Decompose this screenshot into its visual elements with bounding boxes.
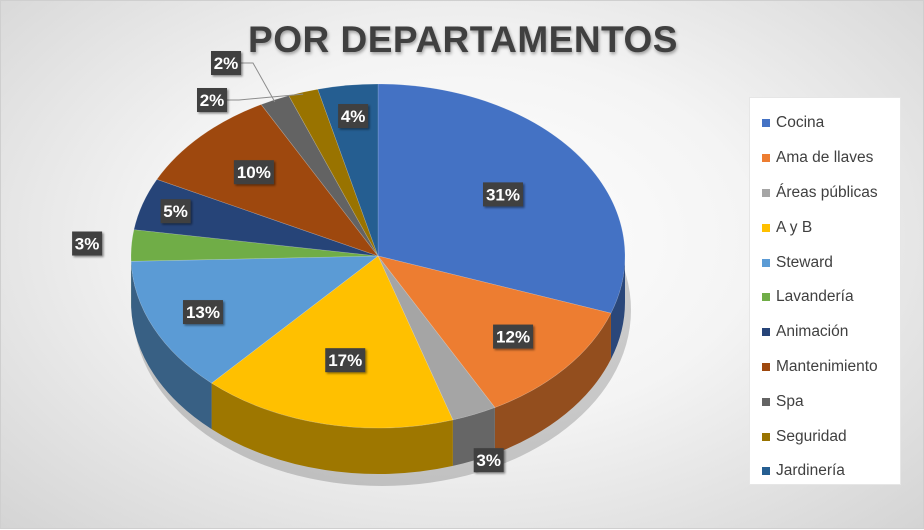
legend-swatch: [762, 189, 770, 197]
legend-label: Jardinería: [776, 462, 845, 480]
legend-swatch: [762, 398, 770, 406]
data-label-text: 13%: [186, 303, 220, 322]
legend-item: A y B: [762, 210, 900, 245]
legend-label: Mantenimiento: [776, 358, 878, 376]
legend-item: Cocina: [762, 106, 900, 141]
data-label: 5%: [161, 199, 191, 223]
data-label-text: 3%: [75, 235, 100, 254]
legend-swatch: [762, 328, 770, 336]
data-label: 31%: [483, 182, 523, 206]
legend-label: Seguridad: [776, 428, 847, 446]
legend-swatch: [762, 154, 770, 162]
legend-item: Áreas públicas: [762, 176, 900, 211]
data-label: 2%: [211, 51, 241, 75]
legend-swatch: [762, 224, 770, 232]
legend-swatch: [762, 433, 770, 441]
legend-label: Lavandería: [776, 288, 854, 306]
data-label-text: 31%: [486, 185, 520, 204]
data-label-text: 17%: [328, 351, 362, 370]
legend-swatch: [762, 467, 770, 475]
data-label: 13%: [183, 300, 223, 324]
data-label-text: 5%: [163, 202, 188, 221]
legend-label: Áreas públicas: [776, 184, 878, 202]
legend-label: A y B: [776, 219, 812, 237]
data-label-text: 4%: [341, 107, 366, 126]
legend-label: Spa: [776, 393, 804, 411]
legend-item: Steward: [762, 245, 900, 280]
data-label-text: 10%: [237, 163, 271, 182]
data-label: 17%: [325, 348, 365, 372]
data-label-text: 2%: [214, 54, 239, 73]
legend-item: Animación: [762, 315, 900, 350]
leader-line: [241, 63, 275, 102]
legend-label: Animación: [776, 323, 848, 341]
legend-swatch: [762, 293, 770, 301]
data-label: 10%: [234, 160, 274, 184]
data-label: 3%: [72, 232, 102, 256]
legend-label: Steward: [776, 254, 833, 272]
legend-swatch: [762, 259, 770, 267]
data-label-text: 2%: [200, 91, 225, 110]
legend-item: Mantenimiento: [762, 350, 900, 385]
legend-label: Cocina: [776, 114, 824, 132]
legend-item: Ama de llaves: [762, 141, 900, 176]
legend-item: Jardinería: [762, 454, 900, 489]
data-label: 2%: [197, 88, 227, 112]
data-label: 3%: [474, 448, 504, 472]
legend-swatch: [762, 119, 770, 127]
data-label-text: 12%: [496, 328, 530, 347]
data-label-text: 3%: [476, 451, 501, 470]
legend-label: Ama de llaves: [776, 149, 873, 167]
legend: Cocina Ama de llaves Áreas públicas A y B St…: [749, 97, 901, 485]
legend-item: Spa: [762, 384, 900, 419]
data-label: 4%: [338, 104, 368, 128]
legend-swatch: [762, 363, 770, 371]
legend-item: Seguridad: [762, 419, 900, 454]
legend-item: Lavandería: [762, 280, 900, 315]
data-label: 12%: [493, 325, 533, 349]
